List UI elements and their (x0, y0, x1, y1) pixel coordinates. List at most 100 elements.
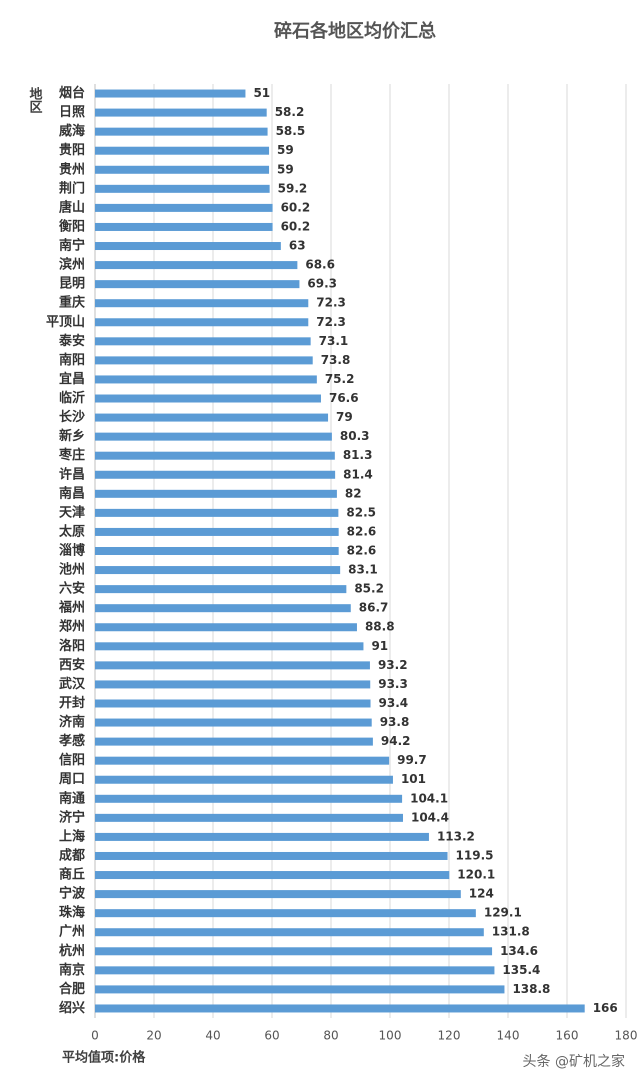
data-label: 166 (593, 1001, 618, 1015)
x-tick-label: 120 (438, 1029, 461, 1043)
bar (95, 89, 246, 98)
x-tick-label: 180 (615, 1029, 638, 1043)
bar (95, 966, 495, 975)
y-tick-label: 贵阳 (59, 142, 85, 158)
bar (95, 661, 370, 670)
data-label: 104.1 (410, 791, 448, 805)
bar (95, 642, 364, 651)
bar (95, 203, 273, 212)
data-label: 51 (253, 86, 270, 100)
data-label: 59.2 (278, 181, 308, 195)
bar (95, 184, 270, 193)
y-tick-label: 南阳 (59, 352, 85, 368)
y-tick-label: 杭州 (59, 943, 85, 959)
bar (95, 718, 372, 727)
data-label: 135.4 (502, 963, 540, 977)
bar (95, 299, 309, 308)
y-tick-label: 郑州 (59, 619, 85, 635)
y-tick-label: 孝感 (58, 733, 85, 749)
y-tick-label: 周口 (59, 772, 85, 787)
data-label: 59 (277, 162, 294, 176)
y-tick-label: 福州 (58, 600, 85, 616)
data-label: 120.1 (457, 868, 495, 882)
y-tick-label: 武汉 (59, 676, 86, 692)
y-tick-label: 威海 (59, 123, 85, 139)
x-tick-label: 20 (146, 1029, 161, 1043)
data-label: 134.6 (500, 944, 538, 958)
data-label: 75.2 (325, 372, 355, 386)
y-tick-label: 商丘 (59, 867, 85, 883)
data-label: 101 (401, 772, 426, 786)
data-label: 93.2 (378, 658, 408, 672)
data-label: 91 (371, 639, 388, 653)
y-tick-label: 贵州 (59, 161, 85, 177)
data-label: 76.6 (329, 391, 359, 405)
bar (95, 489, 337, 498)
y-tick-label: 泰安 (58, 333, 85, 349)
bar (95, 318, 309, 327)
y-tick-label: 衡阳 (59, 218, 85, 234)
bar (95, 527, 339, 536)
y-axis-label: 地区 (27, 86, 43, 114)
x-tick-label: 160 (556, 1029, 579, 1043)
y-tick-label: 南昌 (59, 485, 85, 501)
data-label: 81.4 (343, 467, 373, 481)
y-tick-label: 南宁 (59, 238, 85, 254)
data-label: 93.4 (379, 696, 409, 710)
data-label: 85.2 (354, 582, 384, 596)
data-label: 104.4 (411, 810, 449, 824)
bar (95, 470, 336, 479)
y-tick-label: 烟台 (59, 85, 85, 101)
data-label: 73.8 (321, 353, 351, 367)
data-label: 72.3 (316, 315, 346, 329)
bar (95, 127, 268, 136)
bar (95, 794, 403, 803)
data-label: 88.8 (365, 620, 395, 634)
bar (95, 547, 339, 555)
data-label: 93.3 (378, 677, 408, 691)
data-label: 99.7 (397, 753, 427, 767)
bar (95, 985, 505, 994)
bar (95, 242, 281, 251)
data-label: 59 (277, 143, 294, 157)
y-tick-label: 上海 (59, 828, 85, 844)
y-tick-label: 昆明 (59, 276, 85, 292)
y-tick-label: 开封 (59, 695, 85, 711)
y-tick-label: 珠海 (59, 905, 85, 921)
bar (95, 775, 393, 784)
y-tick-label: 临沂 (59, 390, 85, 406)
data-label: 119.5 (456, 848, 494, 862)
data-label: 63 (289, 239, 306, 253)
data-label: 73.1 (319, 334, 349, 348)
bar (95, 413, 329, 422)
data-label: 86.7 (359, 601, 389, 615)
bar (95, 909, 476, 918)
data-label: 131.8 (492, 925, 530, 939)
y-tick-label: 新乡 (59, 428, 85, 444)
data-label: 60.2 (281, 200, 311, 214)
data-label: 72.3 (316, 296, 346, 310)
data-label: 58.5 (276, 124, 306, 138)
y-tick-label: 唐山 (59, 199, 85, 215)
data-label: 93.8 (380, 715, 410, 729)
bar (95, 432, 332, 441)
y-tick-label: 淄博 (59, 543, 85, 559)
bar (95, 108, 267, 117)
y-tick-label: 宁波 (59, 886, 86, 902)
data-label: 58.2 (275, 105, 305, 119)
y-tick-label: 重庆 (59, 295, 85, 311)
bar (95, 394, 321, 403)
data-label: 79 (336, 410, 353, 424)
data-label: 113.2 (437, 829, 475, 843)
bar (95, 566, 341, 575)
y-tick-label: 太原 (58, 523, 85, 539)
bar (95, 737, 373, 746)
data-label: 83.1 (348, 563, 378, 577)
data-label: 69.3 (307, 277, 337, 291)
bar (95, 451, 335, 460)
x-tick-label: 0 (91, 1029, 99, 1043)
data-label: 81.3 (343, 448, 373, 462)
bar (95, 699, 371, 708)
bar (95, 356, 313, 365)
